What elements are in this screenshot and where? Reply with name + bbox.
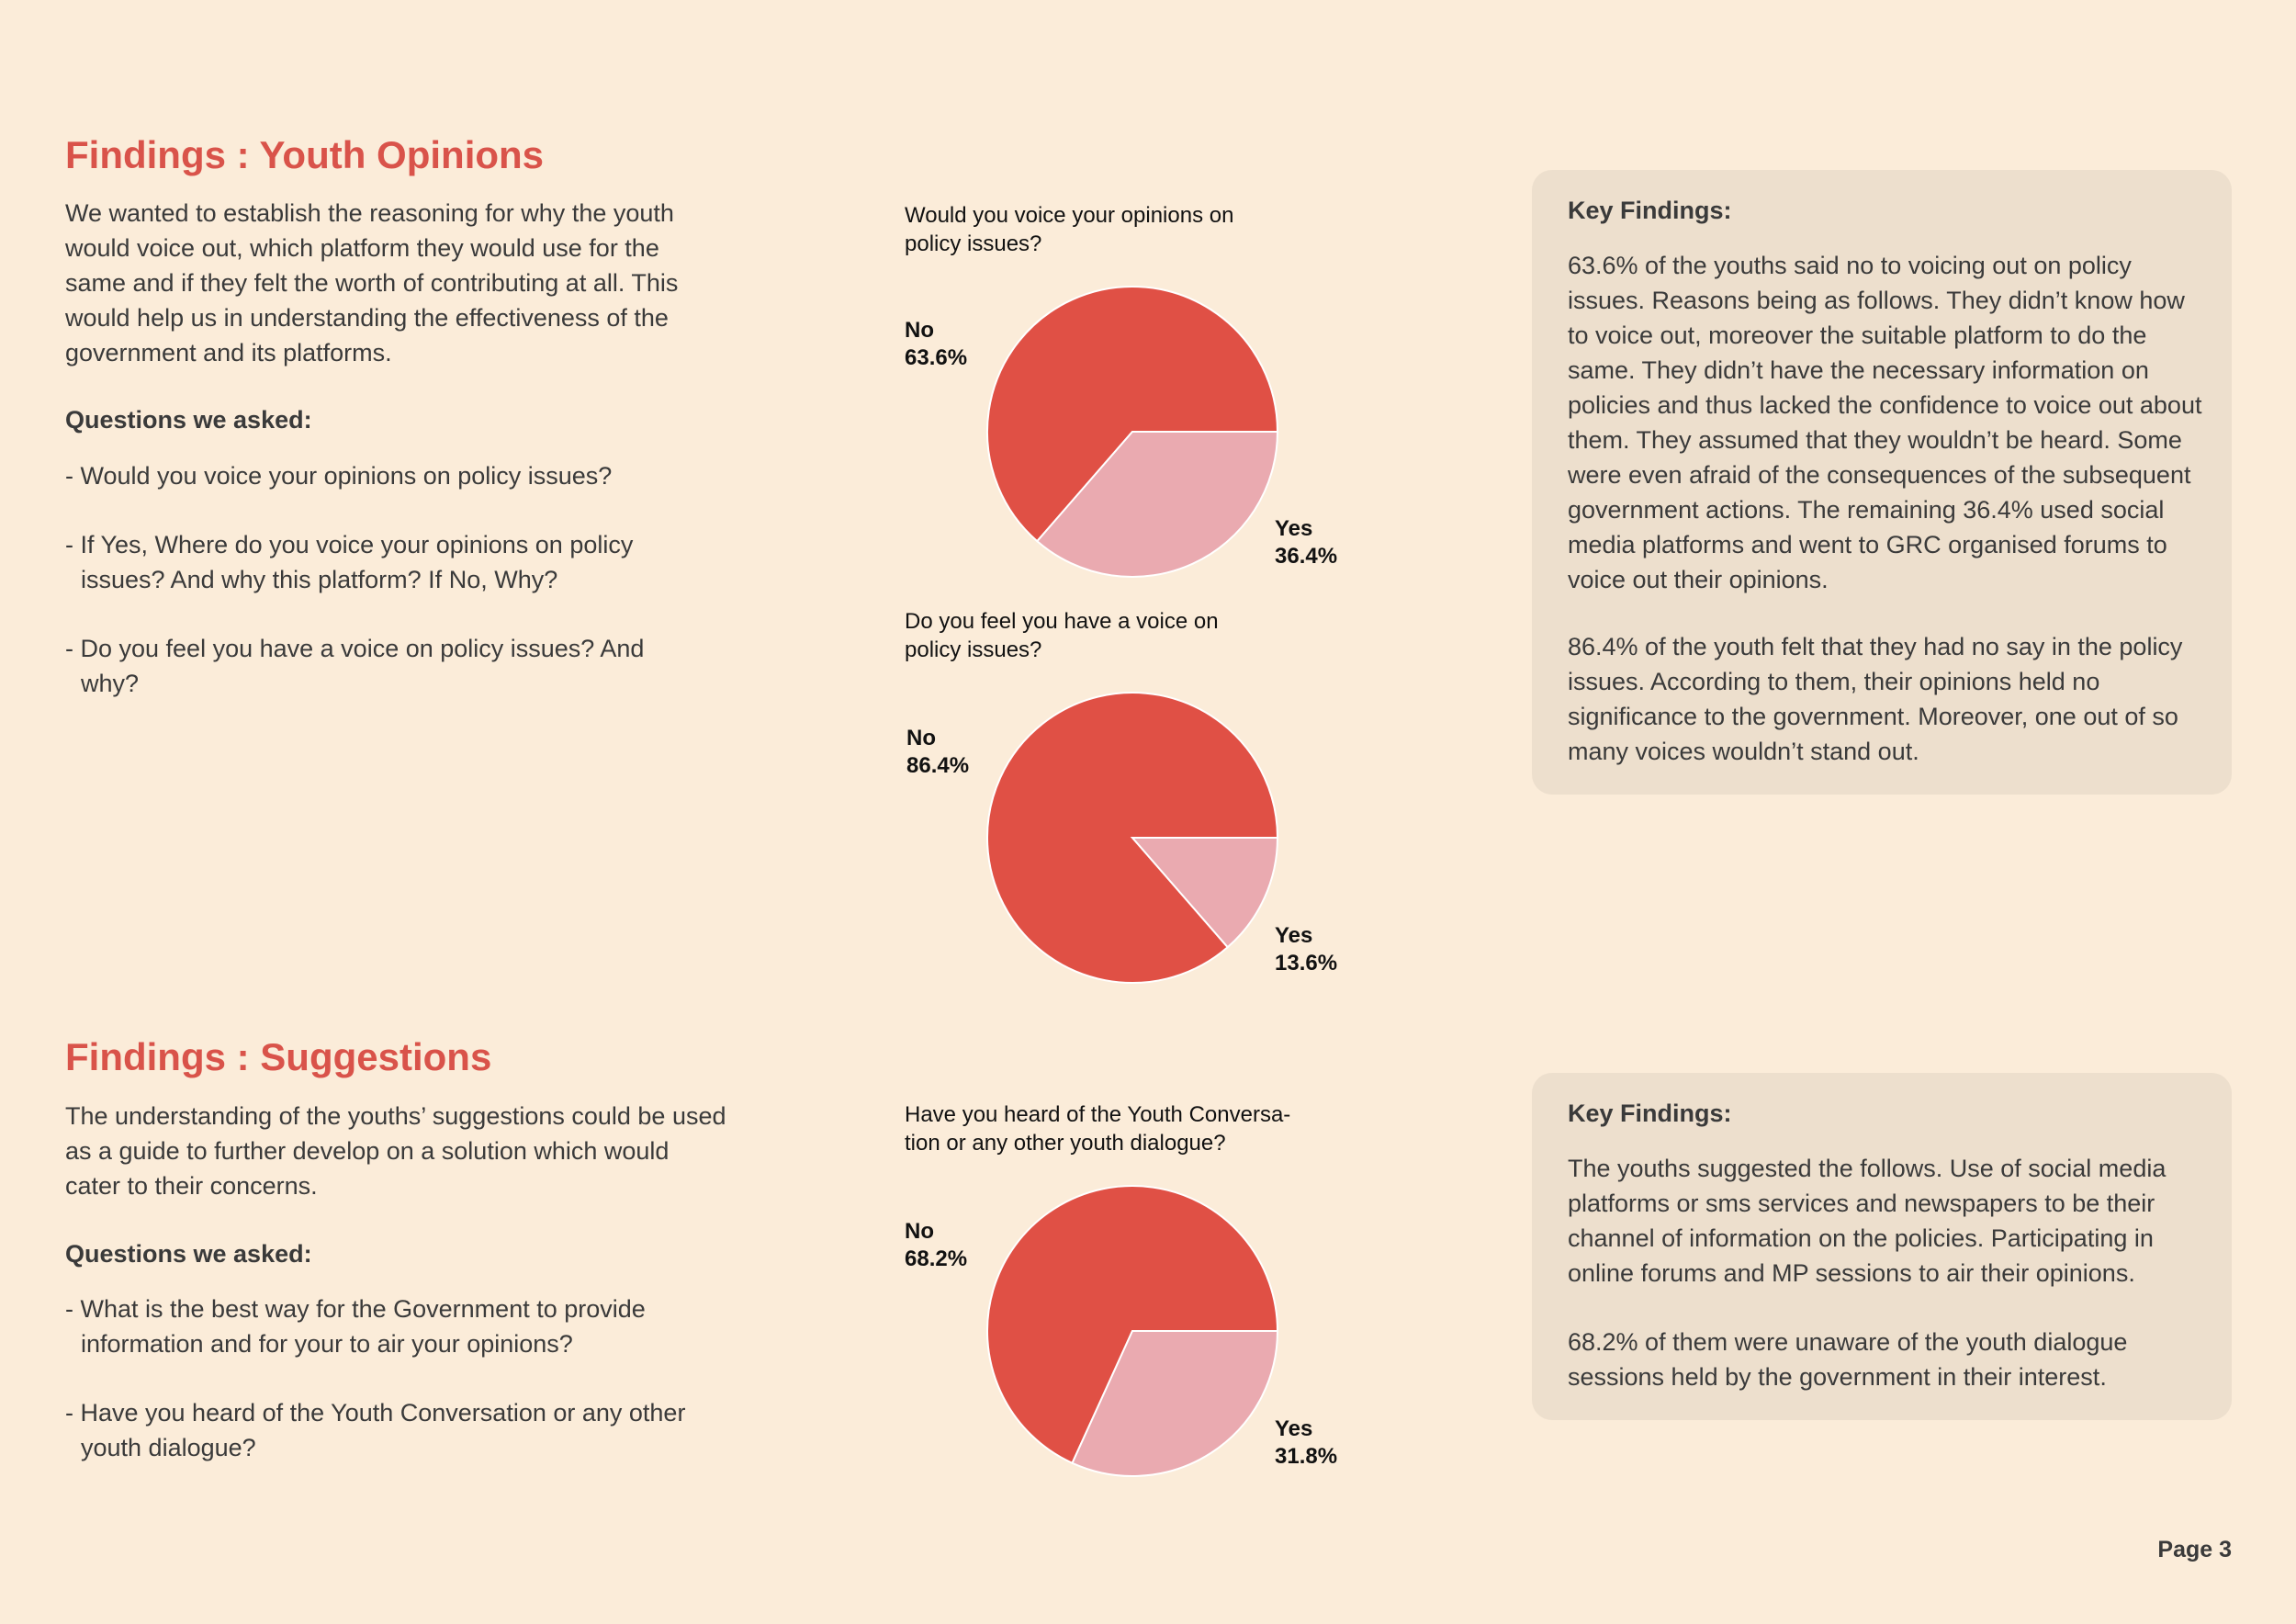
pie-slice-yes — [1035, 431, 1279, 578]
question-item: - Would you voice your opinions on polic… — [65, 462, 613, 490]
key-findings-paragraph: 68.2% of them were unaware of the youth … — [1568, 1328, 2128, 1391]
key-findings-panel-suggestions: Key Findings: The youths suggested the f… — [1532, 1073, 2232, 1420]
pie-label-yes: Yes 31.8% — [1275, 1415, 1337, 1471]
pie-chart-1 — [986, 286, 1279, 578]
pie-label-no-category: No — [906, 726, 936, 750]
key-findings-heading: Key Findings: — [1568, 197, 1732, 224]
section-title-suggestions: Findings : Suggestions — [65, 1035, 492, 1078]
pie-label-no-category: No — [905, 1219, 934, 1244]
pie-label-yes-category: Yes — [1275, 1416, 1313, 1441]
pie-label-yes: Yes 13.6% — [1275, 922, 1337, 977]
chart-question: Would you voice your opinions on policy … — [905, 203, 1234, 256]
questions-heading-suggestions: Questions we asked: — [65, 1240, 312, 1268]
pie-label-yes-value: 36.4% — [1275, 544, 1338, 569]
key-findings-paragraph: 63.6% of the youths said no to voicing o… — [1568, 252, 2202, 593]
pie-label-no-value: 63.6% — [905, 345, 968, 370]
chart-question: Do you feel you have a voice on policy i… — [905, 609, 1219, 662]
pie-chart-3 — [986, 1185, 1279, 1477]
pie-chart-voice-opinions: Would you voice your opinions on policy … — [905, 201, 1364, 258]
pie-chart-have-voice: Do you feel you have a voice on policy i… — [905, 607, 1364, 664]
pie-label-yes-value: 13.6% — [1275, 951, 1338, 976]
pie-label-no-value: 68.2% — [905, 1246, 968, 1271]
key-findings-paragraph: The youths suggested the follows. Use of… — [1568, 1155, 2167, 1287]
questions-list-youth-opinions: - Would you voice your opinions on polic… — [65, 458, 726, 735]
chart-question: Have you heard of the Youth Conversa- ti… — [905, 1102, 1291, 1156]
pie-slice-yes — [1071, 1330, 1279, 1477]
section-title-youth-opinions: Findings : Youth Opinions — [65, 133, 545, 176]
pie-label-yes: Yes 36.4% — [1275, 515, 1337, 570]
pie-slice-yes — [1130, 837, 1279, 949]
question-item: - Have you heard of the Youth Conversati… — [65, 1399, 686, 1461]
pie-label-no: No 86.4% — [906, 725, 969, 780]
question-item: - What is the best way for the Governmen… — [65, 1295, 646, 1358]
pie-slice-no — [986, 1185, 1279, 1465]
intro-suggestions: The understanding of the youths’ suggest… — [65, 1102, 726, 1200]
question-item: - Do you feel you have a voice on policy… — [65, 635, 645, 697]
pie-label-no-value: 86.4% — [906, 753, 970, 778]
pie-chart-2 — [986, 692, 1279, 984]
intro-youth-opinions: We wanted to establish the reasoning for… — [65, 199, 679, 367]
pie-slice-no — [986, 286, 1279, 543]
key-findings-heading: Key Findings: — [1568, 1100, 1732, 1127]
pie-label-no-category: No — [905, 318, 934, 343]
pie-slice-no — [986, 692, 1279, 984]
key-findings-paragraph: 86.4% of the youth felt that they had no… — [1568, 633, 2183, 765]
key-findings-panel-youth-opinions: Key Findings: 63.6% of the youths said n… — [1532, 170, 2232, 795]
pie-chart-youth-conversation: Have you heard of the Youth Conversa- ti… — [905, 1100, 1364, 1157]
question-item: - If Yes, Where do you voice your opinio… — [65, 531, 634, 593]
questions-list-suggestions: - What is the best way for the Governmen… — [65, 1291, 726, 1499]
pie-label-no: No 68.2% — [905, 1218, 967, 1273]
pie-label-no: No 63.6% — [905, 317, 967, 372]
pie-label-yes-category: Yes — [1275, 923, 1313, 948]
pie-label-yes-category: Yes — [1275, 516, 1313, 541]
pie-label-yes-value: 31.8% — [1275, 1444, 1338, 1469]
questions-heading-youth-opinions: Questions we asked: — [65, 406, 312, 434]
page-number: Page 3 — [2157, 1537, 2232, 1562]
